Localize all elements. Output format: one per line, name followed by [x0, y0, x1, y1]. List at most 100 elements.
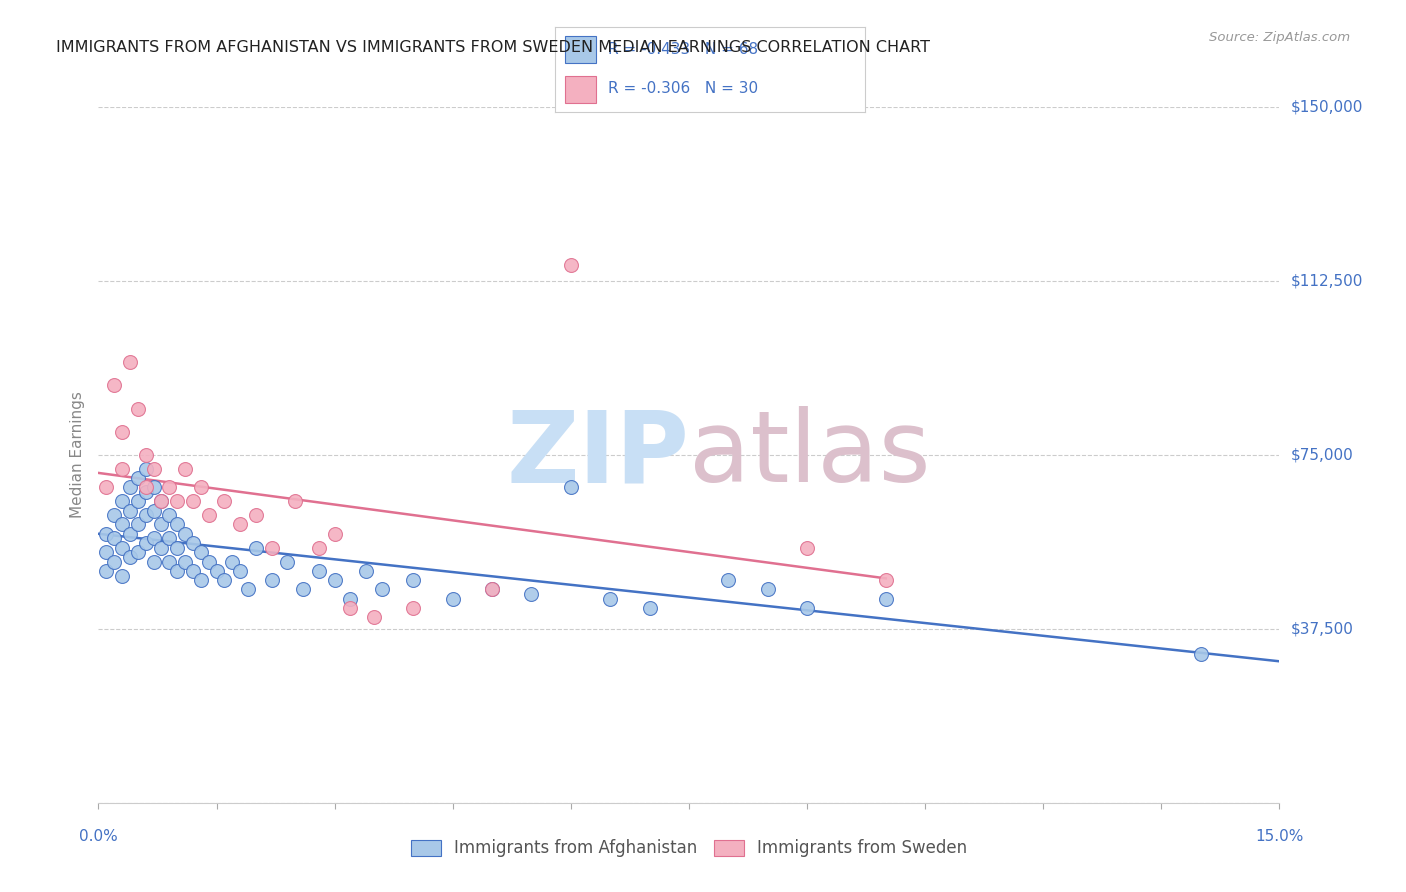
Point [323, 526, 346, 541]
Point [96, 545, 118, 559]
Point [796, 601, 818, 615]
Point [157, 480, 180, 494]
Point [560, 480, 582, 494]
Point [181, 494, 204, 508]
Point [118, 503, 141, 517]
Point [111, 425, 134, 439]
Point [181, 564, 204, 578]
Point [150, 517, 173, 532]
Point [363, 610, 385, 624]
Point [236, 582, 259, 597]
Point [245, 541, 267, 555]
Point [214, 573, 236, 587]
Text: R = -0.433   N = 68: R = -0.433 N = 68 [607, 42, 758, 57]
Point [284, 494, 307, 508]
Point [308, 564, 330, 578]
Point [127, 494, 149, 508]
Point [638, 601, 661, 615]
Point [560, 258, 582, 272]
Text: $37,500: $37,500 [1291, 622, 1354, 636]
FancyBboxPatch shape [565, 76, 596, 103]
Point [142, 462, 165, 476]
Point [111, 494, 134, 508]
Point [127, 517, 149, 532]
Text: $112,500: $112,500 [1291, 274, 1362, 288]
Point [181, 536, 204, 550]
Point [103, 555, 125, 569]
Point [142, 503, 165, 517]
Point [142, 555, 165, 569]
Point [875, 591, 897, 606]
Point [1189, 648, 1212, 662]
FancyBboxPatch shape [565, 36, 596, 63]
Point [111, 568, 134, 582]
Point [111, 541, 134, 555]
Point [308, 541, 330, 555]
Point [135, 536, 157, 550]
Point [150, 494, 173, 508]
Point [481, 582, 503, 597]
Point [127, 545, 149, 559]
Point [276, 555, 298, 569]
Point [323, 573, 346, 587]
Point [135, 480, 157, 494]
Point [260, 573, 283, 587]
Point [197, 555, 219, 569]
Point [118, 355, 141, 369]
Point [260, 541, 283, 555]
Point [174, 526, 197, 541]
Point [441, 591, 464, 606]
Point [142, 480, 165, 494]
Text: $150,000: $150,000 [1291, 100, 1362, 114]
Point [135, 485, 157, 500]
Point [717, 573, 740, 587]
Point [135, 448, 157, 462]
Point [96, 480, 118, 494]
Y-axis label: Median Earnings: Median Earnings [70, 392, 86, 518]
Point [150, 494, 173, 508]
Point [135, 462, 157, 476]
Point [190, 573, 212, 587]
Point [166, 494, 188, 508]
Point [166, 564, 188, 578]
Point [103, 378, 125, 392]
Point [371, 582, 394, 597]
Text: Source: ZipAtlas.com: Source: ZipAtlas.com [1209, 31, 1350, 45]
Point [166, 517, 188, 532]
Point [157, 508, 180, 523]
Point [756, 582, 779, 597]
Point [103, 532, 125, 546]
Point [229, 517, 252, 532]
Point [481, 582, 503, 597]
Point [190, 480, 212, 494]
Point [205, 564, 228, 578]
Point [96, 526, 118, 541]
Point [142, 532, 165, 546]
Point [796, 541, 818, 555]
Text: 0.0%: 0.0% [79, 830, 118, 844]
Point [599, 591, 621, 606]
Point [150, 541, 173, 555]
Point [339, 601, 361, 615]
Point [157, 532, 180, 546]
Point [190, 545, 212, 559]
Point [127, 471, 149, 485]
Text: 15.0%: 15.0% [1256, 830, 1303, 844]
Point [245, 508, 267, 523]
Point [118, 526, 141, 541]
Point [402, 573, 425, 587]
Point [292, 582, 315, 597]
Point [118, 549, 141, 564]
Point [174, 462, 197, 476]
Text: $75,000: $75,000 [1291, 448, 1354, 462]
Point [135, 508, 157, 523]
Point [354, 564, 377, 578]
Point [214, 494, 236, 508]
Point [520, 587, 543, 601]
Point [118, 480, 141, 494]
Point [103, 508, 125, 523]
Point [166, 541, 188, 555]
Text: R = -0.306   N = 30: R = -0.306 N = 30 [607, 81, 758, 96]
Text: IMMIGRANTS FROM AFGHANISTAN VS IMMIGRANTS FROM SWEDEN MEDIAN EARNINGS CORRELATIO: IMMIGRANTS FROM AFGHANISTAN VS IMMIGRANT… [56, 40, 931, 55]
Text: ZIP: ZIP [506, 407, 689, 503]
